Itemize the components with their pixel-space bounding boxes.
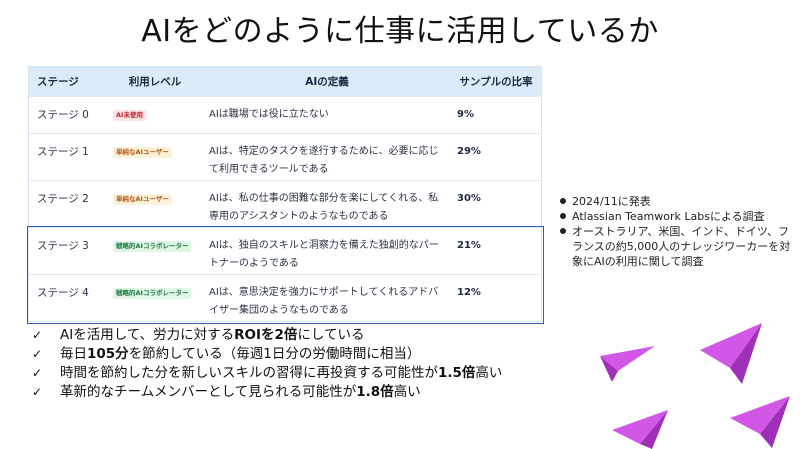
finding-text: を節約している（毎週1日分の労働時間に相当）: [128, 346, 421, 362]
ratio-cell: 21%: [451, 227, 541, 275]
stage-cell: ステージ 1: [29, 133, 107, 181]
paper-plane-icon: [640, 410, 668, 449]
level-badge: 戦略的AIコラボレーター: [113, 288, 192, 299]
level-badge: 戦略的AIコラボレーター: [113, 241, 192, 252]
paper-plane-icon: [600, 356, 618, 382]
definition-cell: AIは職場では役に立たない: [203, 96, 451, 134]
finding-highlight: 1.8倍: [356, 384, 394, 400]
table-row: ステージ 1 単純なAIユーザー AIは、特定のタスクを遂行するために、必要に応…: [29, 133, 541, 181]
level-cell: 単純なAIユーザー: [107, 180, 203, 228]
table-row: ステージ 2 単純なAIユーザー AIは、私の仕事の困難な部分を楽にしてくれる、…: [29, 180, 541, 228]
stage-cell: ステージ 2: [29, 180, 107, 228]
findings-list: ✓ AIを活用して、労力に対するROIを2倍にしている ✓ 毎日105分を節約し…: [32, 326, 592, 402]
paper-plane-icon: [760, 396, 790, 448]
level-badge: 単純なAIユーザー: [113, 147, 172, 158]
level-cell: AI未使用: [107, 96, 203, 134]
level-cell: 戦略的AIコラボレーター: [107, 274, 203, 321]
slide-title: AIをどのように仕事に活用しているか: [141, 14, 659, 49]
ratio-cell: 29%: [451, 133, 541, 181]
table-row: ステージ 3 戦略的AIコラボレーター AIは、独自のスキルと洞察力を備えた独創…: [29, 227, 541, 275]
ratio-cell: 30%: [451, 180, 541, 228]
finding-highlight: ROIを2倍: [234, 327, 298, 343]
stage-cell: ステージ 3: [29, 227, 107, 275]
finding-text: 革新的なチームメンバーとして見られる可能性が: [60, 384, 357, 400]
check-icon: ✓: [32, 366, 43, 380]
finding-item: ✓ 毎日105分を節約している（毎週1日分の労働時間に相当）: [32, 345, 592, 364]
table-header-row: ステージ 利用レベル AIの定義 サンプルの比率: [29, 67, 541, 97]
header-stage: ステージ: [29, 67, 107, 97]
definition-cell: AIは、特定のタスクを遂行するために、必要に応じて利用できるツールである: [203, 133, 451, 181]
check-icon: ✓: [32, 328, 43, 342]
header-ai-definition: AIの定義: [203, 67, 451, 97]
note-item: オーストラリア、米国、インド、ドイツ、フランスの約5,000人のナレッジワーカー…: [558, 224, 798, 269]
check-icon: ✓: [32, 347, 43, 361]
table-row: ステージ 4 戦略的AIコラボレーター AIは、意思決定を強力にサポートしてくれ…: [29, 274, 541, 321]
definition-cell: AIは、私の仕事の困難な部分を楽にしてくれる、私専用のアシスタントのようなもので…: [203, 180, 451, 228]
ratio-cell: 12%: [451, 274, 541, 321]
survey-notes: 2024/11に発表 Atlassian Teamwork Labsによる調査 …: [558, 194, 798, 269]
header-sample-ratio: サンプルの比率: [451, 67, 541, 97]
finding-item: ✓ 革新的なチームメンバーとして見られる可能性が1.8倍高い: [32, 383, 592, 402]
finding-text: にしている: [297, 327, 365, 343]
paper-plane-icon: [700, 323, 762, 368]
finding-text: 毎日: [60, 346, 87, 362]
level-cell: 戦略的AIコラボレーター: [107, 227, 203, 275]
finding-text: AIを活用して、労力に対する: [60, 327, 235, 343]
finding-text: 高い: [475, 365, 503, 381]
paper-plane-icon: [730, 396, 790, 434]
stage-cell: ステージ 4: [29, 274, 107, 321]
header-usage-level: 利用レベル: [107, 67, 203, 97]
check-icon: ✓: [32, 385, 43, 399]
level-cell: 単純なAIユーザー: [107, 133, 203, 181]
finding-highlight: 105分: [87, 346, 129, 362]
finding-text: 時間を節約した分を新しいスキルの習得に再投資する可能性が: [60, 365, 438, 381]
definition-cell: AIは、独自のスキルと洞察力を備えた独創的なパートナーのようである: [203, 227, 451, 275]
ratio-cell: 9%: [451, 96, 541, 134]
note-item: 2024/11に発表: [558, 194, 798, 209]
level-badge: AI未使用: [113, 110, 146, 121]
level-badge: 単純なAIユーザー: [113, 194, 172, 205]
paper-plane-icon: [612, 410, 668, 444]
note-item: Atlassian Teamwork Labsによる調査: [558, 209, 798, 224]
finding-item: ✓ 時間を節約した分を新しいスキルの習得に再投資する可能性が1.5倍高い: [32, 364, 592, 383]
ai-stage-table: ステージ 利用レベル AIの定義 サンプルの比率 ステージ 0 AI未使用 AI…: [28, 66, 542, 322]
paper-plane-icon: [730, 323, 762, 384]
definition-cell: AIは、意思決定を強力にサポートしてくれるアドバイザー集団のようなものである: [203, 274, 451, 321]
finding-text: 高い: [393, 384, 421, 400]
finding-highlight: 1.5倍: [438, 365, 476, 381]
table-row: ステージ 0 AI未使用 AIは職場では役に立たない 9%: [29, 96, 541, 134]
paper-plane-icon: [600, 346, 655, 371]
finding-item: ✓ AIを活用して、労力に対するROIを2倍にしている: [32, 326, 592, 345]
stage-cell: ステージ 0: [29, 96, 107, 134]
